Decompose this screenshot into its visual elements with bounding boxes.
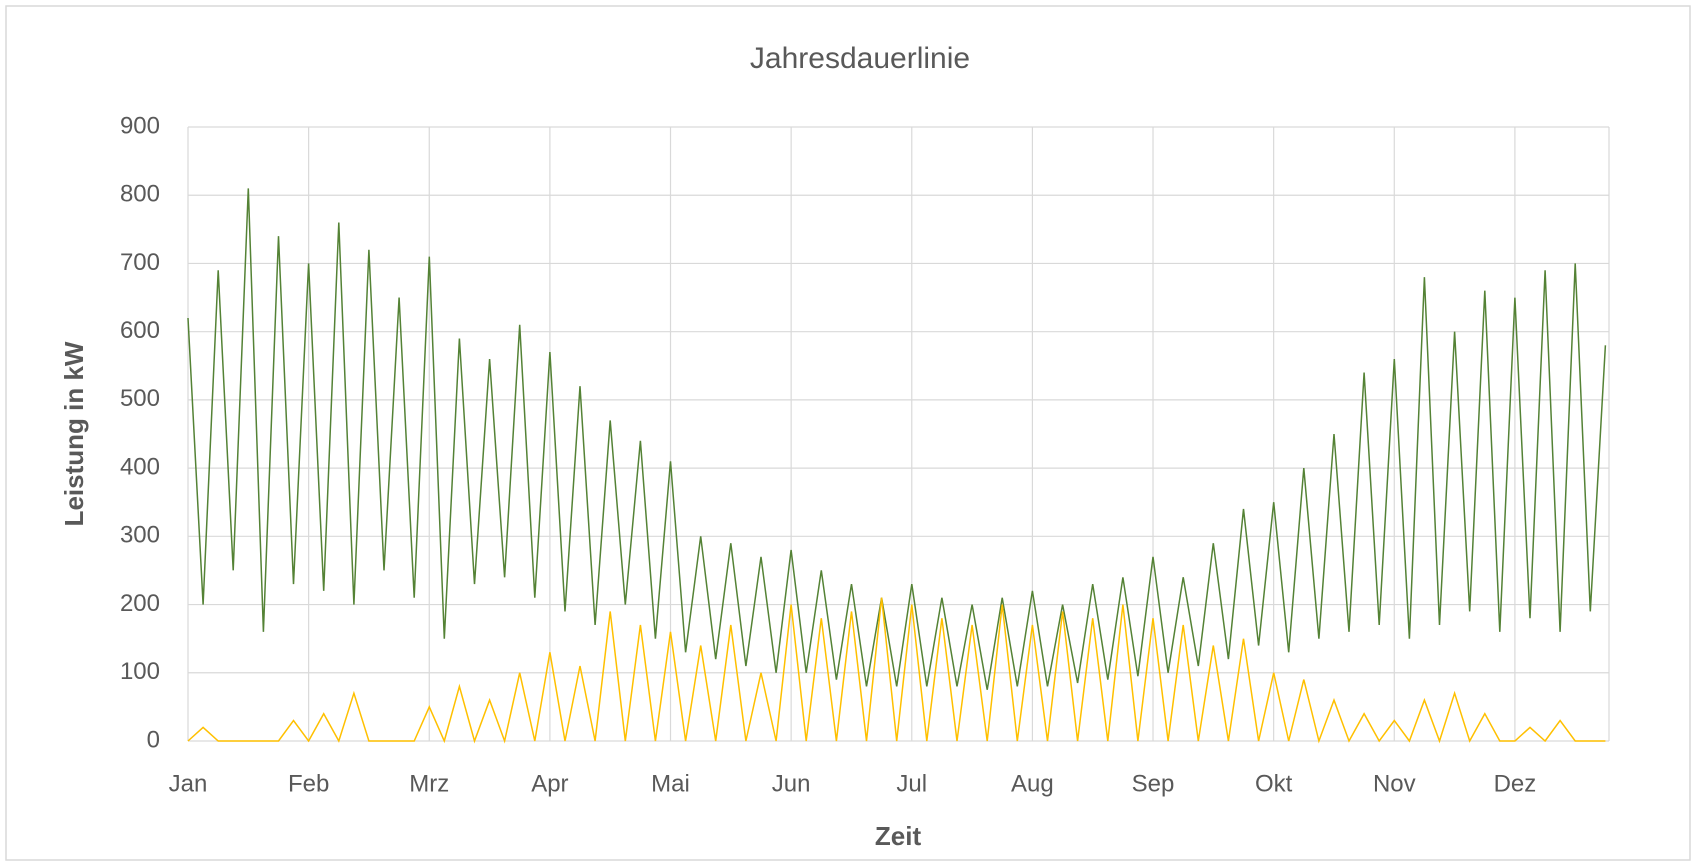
- x-tick-label: Mai: [651, 770, 690, 797]
- series-line: [187, 188, 1607, 690]
- series-line: [187, 597, 1606, 744]
- chart-border: [5, 5, 1691, 861]
- y-tick-label: 100: [120, 658, 160, 685]
- x-tick-label: Okt: [1255, 770, 1293, 797]
- y-tick-label: 0: [147, 726, 160, 753]
- x-tick-label: Jan: [169, 770, 208, 797]
- y-tick-label: 800: [120, 181, 160, 208]
- y-axis-title: Leistung in kW: [59, 341, 89, 526]
- y-tick-label: 700: [120, 249, 160, 276]
- x-tick-label: Mrz: [409, 770, 449, 797]
- y-tick-label: 400: [120, 453, 160, 480]
- x-tick-label: Sep: [1132, 770, 1175, 797]
- x-tick-label: Nov: [1373, 770, 1416, 797]
- y-tick-label: 900: [120, 112, 160, 139]
- x-tick-label: Jul: [896, 770, 927, 797]
- chart-title: Jahresdauerlinie: [750, 42, 970, 75]
- y-tick-label: 500: [120, 385, 160, 412]
- x-tick-label: Feb: [288, 770, 329, 797]
- x-tick-label: Aug: [1011, 770, 1054, 797]
- x-axis-title: Zeit: [875, 821, 922, 851]
- y-tick-label: 300: [120, 522, 160, 549]
- x-tick-label: Dez: [1494, 770, 1537, 797]
- y-tick-label: 600: [120, 317, 160, 344]
- x-tick-label: Jun: [772, 770, 811, 797]
- y-tick-label: 200: [120, 590, 160, 617]
- x-tick-label: Apr: [531, 770, 568, 797]
